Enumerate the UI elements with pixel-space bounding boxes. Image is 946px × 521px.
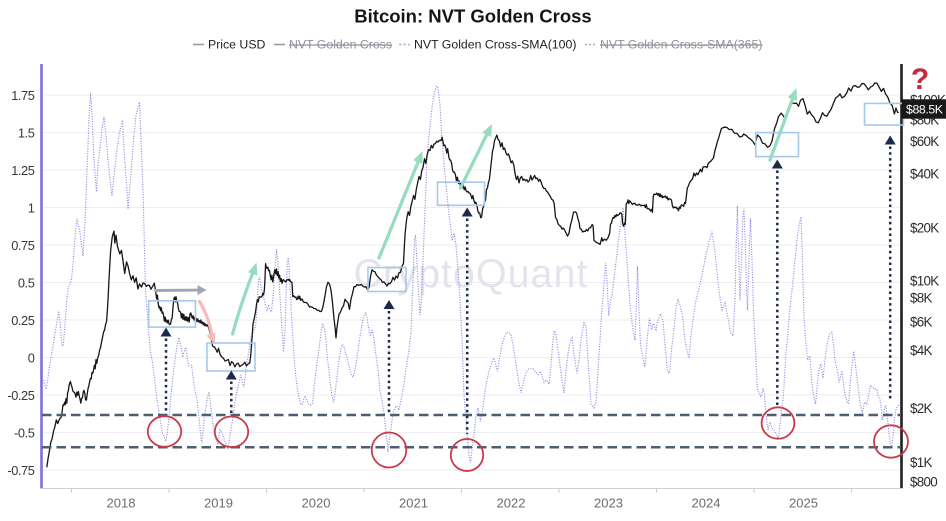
svg-text:1.5: 1.5 [18,126,35,141]
svg-text:2024: 2024 [692,496,721,511]
svg-text:NVT Golden Cross-SMA(365): NVT Golden Cross-SMA(365) [600,38,762,52]
svg-text:2020: 2020 [302,496,331,511]
svg-text:2018: 2018 [107,496,136,511]
svg-text:Price USD: Price USD [208,38,266,52]
svg-text:-0.5: -0.5 [14,426,35,441]
svg-text:$800: $800 [910,474,937,489]
svg-text:$2K: $2K [910,401,932,416]
svg-text:NVT Golden Cross-SMA(100): NVT Golden Cross-SMA(100) [414,38,576,52]
svg-text:$1K: $1K [910,455,932,470]
svg-text:$6K: $6K [910,315,932,330]
svg-text:?: ? [911,63,929,96]
svg-text:$8K: $8K [910,291,932,306]
svg-text:$20K: $20K [910,221,939,236]
svg-text:2019: 2019 [204,496,233,511]
svg-text:CryptoQuant: CryptoQuant [354,252,589,296]
svg-text:$4K: $4K [910,343,932,358]
svg-text:NVT Golden Cross: NVT Golden Cross [289,38,392,52]
svg-text:0.5: 0.5 [18,276,35,291]
svg-text:-0.75: -0.75 [7,463,34,478]
svg-text:$40K: $40K [910,167,939,182]
svg-text:1.25: 1.25 [11,163,35,178]
svg-text:0.25: 0.25 [11,313,35,328]
svg-text:Bitcoin: NVT Golden Cross: Bitcoin: NVT Golden Cross [354,6,591,27]
svg-text:0: 0 [28,351,35,366]
svg-text:$60K: $60K [910,134,939,149]
svg-text:2025: 2025 [789,496,818,511]
svg-text:$10K: $10K [910,273,939,288]
svg-text:1.75: 1.75 [11,88,35,103]
svg-text:-0.25: -0.25 [7,388,34,403]
svg-text:2022: 2022 [497,496,526,511]
svg-text:$88.5K: $88.5K [906,103,944,117]
svg-text:2021: 2021 [399,496,428,511]
svg-text:2023: 2023 [594,496,623,511]
svg-text:0.75: 0.75 [11,238,35,253]
svg-text:1: 1 [28,201,35,216]
